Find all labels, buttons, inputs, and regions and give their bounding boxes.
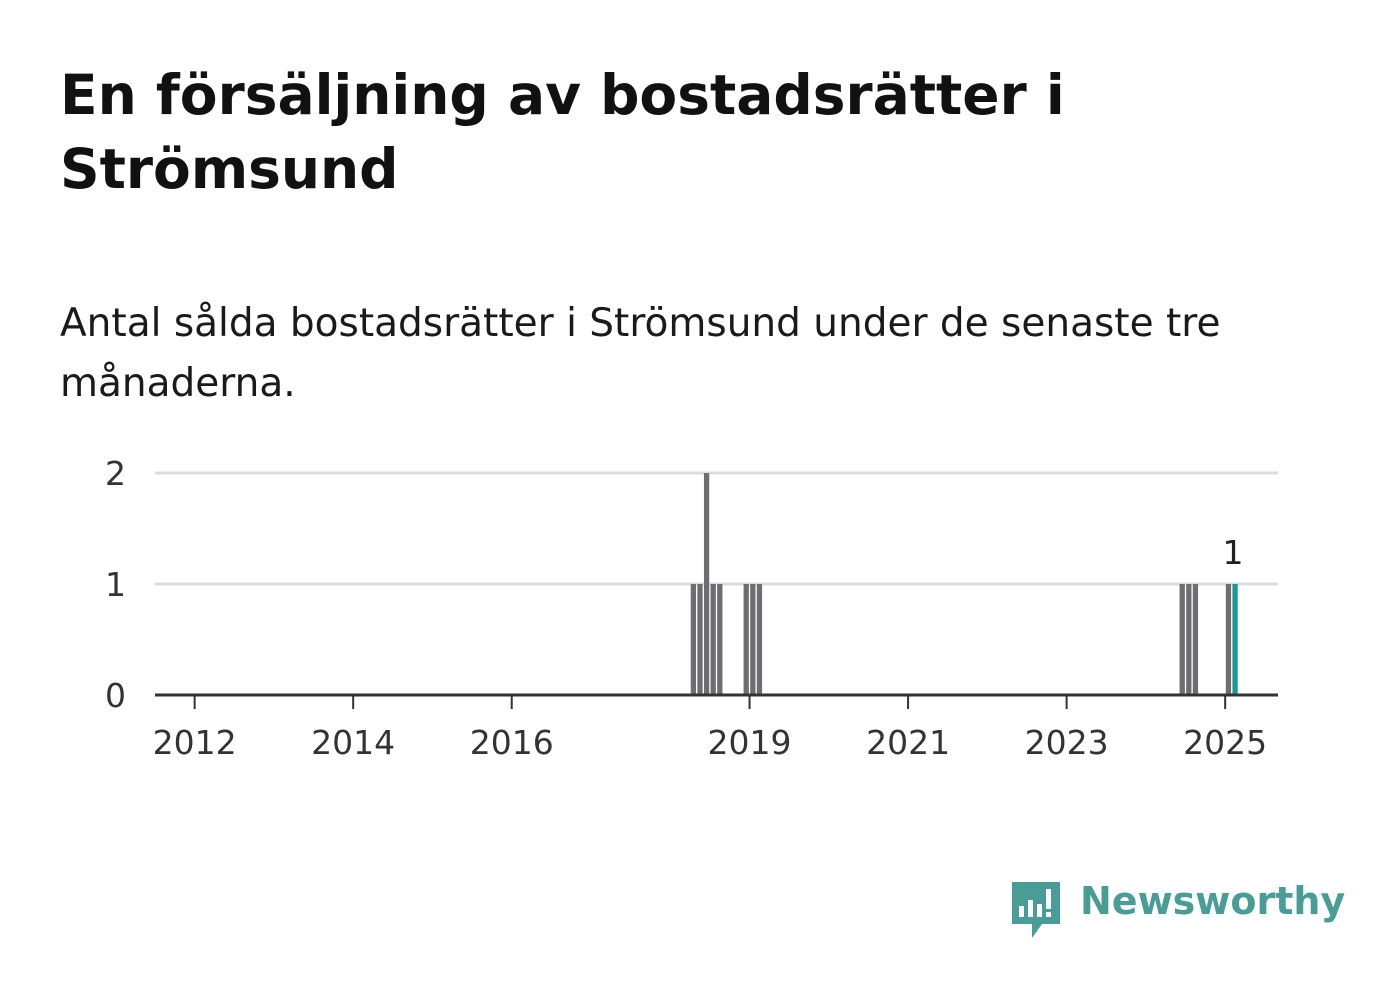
x-tick-label: 2014 (311, 723, 395, 762)
bar (1192, 584, 1199, 695)
chart-subtitle: Antal sålda bostadsrätter i Strömsund un… (60, 301, 1221, 406)
x-tick-label: 2012 (153, 723, 237, 762)
highlighted-bar (1232, 584, 1238, 695)
bar (756, 584, 763, 695)
bar-chart: 0 1 2 2012 2014 2016 2019 2021 2023 2025 1 (105, 454, 1278, 762)
bar (697, 584, 703, 695)
bar (703, 473, 710, 695)
y-tick-label: 0 (105, 676, 126, 715)
data-label: 1 (1223, 533, 1244, 572)
bar (1179, 584, 1185, 695)
newsworthy-logo: Newsworthy (1010, 878, 1345, 942)
x-tick-label: 2025 (1183, 723, 1267, 762)
y-tick-label: 2 (105, 454, 126, 493)
bar (690, 584, 697, 695)
bar (743, 584, 749, 695)
bar (717, 584, 723, 695)
newsworthy-logo-icon (1012, 882, 1060, 938)
newsworthy-logo-text: Newsworthy (1080, 879, 1346, 923)
bar (1225, 584, 1232, 695)
chart-title: En försäljning av bostadsrätter i Ströms… (60, 63, 1065, 201)
bar (1186, 584, 1192, 695)
bar (750, 584, 756, 695)
y-tick-label: 1 (105, 565, 126, 604)
x-tick-label: 2021 (866, 723, 950, 762)
bar (710, 584, 716, 695)
x-tick-label: 2019 (708, 723, 792, 762)
x-tick-label: 2023 (1025, 723, 1109, 762)
x-tick-label: 2016 (470, 723, 554, 762)
